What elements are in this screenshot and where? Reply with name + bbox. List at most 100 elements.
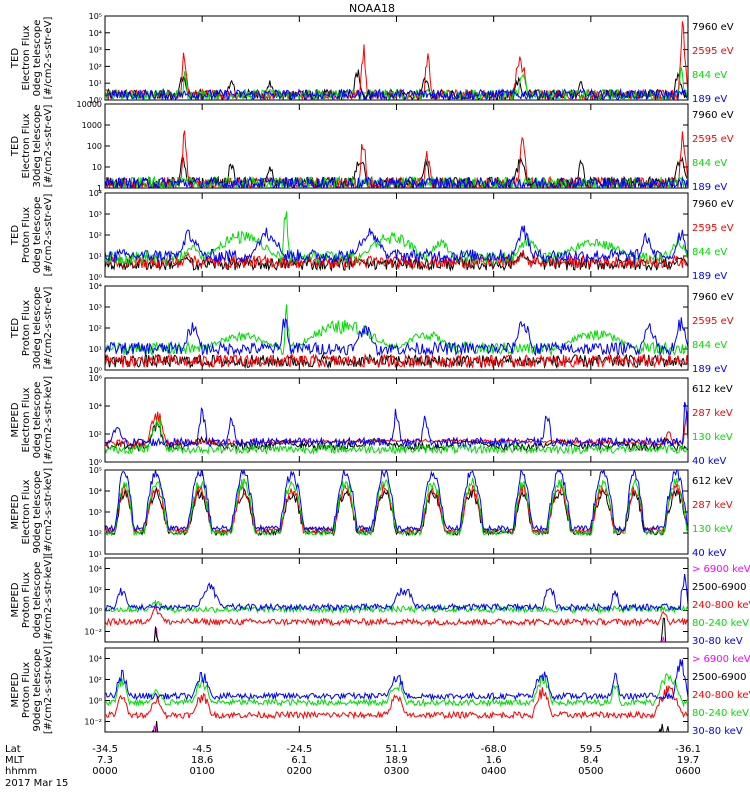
legend-entry: 7960 eV — [692, 292, 734, 303]
panel-8: 10⁻² 10⁰ 10² 10⁴ MEPED Proton Flux 90deg teles… — [10, 646, 750, 737]
y-axis-label: MEPED — [10, 582, 21, 617]
y-axis-label: TED — [10, 136, 21, 157]
series-line — [105, 684, 688, 720]
footer-value: 18.6 — [191, 755, 213, 766]
y-tick-label: 10⁰ — [89, 458, 102, 467]
y-tick-label: 10² — [89, 586, 102, 595]
legend-entry: 7960 eV — [692, 22, 734, 33]
y-axis-label: 30deg telescope — [32, 104, 43, 187]
y-tick-label: 10⁻² — [84, 628, 102, 637]
y-axis-label: TED — [10, 48, 21, 69]
panel-6: 10¹ 10² 10³ 10⁴ 10⁵ MEPED Electron Flux 90deg t… — [10, 466, 733, 559]
footer-row-label: Lat — [5, 744, 21, 755]
series-line — [105, 225, 688, 264]
legend-entry: 240-800 keV — [692, 690, 750, 701]
y-axis-label: Electron Flux — [21, 25, 32, 90]
y-tick-label: 10⁰ — [89, 273, 102, 282]
y-axis-label: [#/cm2-s-str-eV] — [43, 287, 54, 370]
series-line — [105, 420, 688, 453]
plot-area — [105, 21, 688, 100]
footer-date: 2017 Mar 15 — [5, 778, 68, 789]
y-axis-label: [#/cm2-s-str-eV] — [43, 105, 54, 188]
series-line — [105, 417, 688, 456]
legend-entry: 612 keV — [692, 476, 733, 487]
footer-value: 6.1 — [291, 755, 307, 766]
panel-2: 1 10 100 1000 10000 TED Electron Flux 30deg tel… — [10, 100, 734, 193]
legend-entry: 844 eV — [692, 158, 727, 169]
y-tick-label: 10¹ — [89, 550, 102, 559]
y-tick-label: 10⁴ — [89, 189, 102, 198]
y-axis-label: TED — [10, 318, 21, 339]
y-tick-label: 10⁰ — [89, 96, 102, 105]
series-line — [105, 175, 688, 188]
y-tick-label: 10⁴ — [89, 282, 102, 291]
series-line — [105, 477, 688, 537]
y-tick-label: 10³ — [89, 303, 102, 312]
legend-entry: 189 eV — [692, 271, 727, 282]
y-axis-label: Proton Flux — [21, 207, 32, 263]
y-tick-label: 10² — [89, 62, 102, 71]
legend-entry: 30-80 keV — [692, 726, 743, 737]
y-tick-label: 10⁻² — [84, 718, 102, 727]
y-tick-label: 10⁴ — [89, 487, 102, 496]
legend-entry: 130 keV — [692, 524, 733, 535]
y-tick-label: 10⁰ — [89, 607, 102, 616]
legend-entry: 7960 eV — [692, 199, 734, 210]
footer-value: 0200 — [287, 766, 312, 777]
series-line — [105, 659, 688, 702]
y-tick-label: 10² — [89, 529, 102, 538]
footer-value: 0000 — [92, 766, 117, 777]
y-tick-label: 10000 — [77, 100, 102, 109]
plot-area — [105, 659, 688, 732]
footer-value: 19.7 — [677, 755, 699, 766]
y-axis-label: MEPED — [10, 672, 21, 707]
y-axis-label: Electron Flux — [21, 387, 32, 452]
footer-value: -24.5 — [286, 744, 312, 755]
y-axis-label: Proton Flux — [21, 300, 32, 356]
y-tick-label: 10¹ — [89, 345, 102, 354]
plot-area — [105, 573, 688, 642]
y-tick-label: 10² — [89, 231, 102, 240]
series-line — [105, 606, 688, 627]
plot-area — [105, 211, 688, 272]
y-axis-label: [#/cm2-s-str-eV] — [43, 194, 54, 277]
footer-row-label: hhmm — [5, 766, 37, 777]
plot-area — [105, 470, 688, 537]
series-line — [105, 87, 688, 100]
series-line — [105, 317, 688, 357]
y-axis-label: MEPED — [10, 402, 21, 437]
footer-value: 18.9 — [385, 755, 407, 766]
y-axis-label: 90deg telescope — [32, 470, 43, 553]
y-tick-label: 10⁶ — [89, 374, 102, 383]
y-axis-label: MEPED — [10, 494, 21, 529]
y-axis-label: 0deg telescope — [32, 20, 43, 97]
footer-value: 0100 — [189, 766, 214, 777]
y-tick-label: 10³ — [89, 508, 102, 517]
footer-value: 1.6 — [486, 755, 502, 766]
y-tick-label: 10⁰ — [89, 366, 102, 375]
legend-entry: 844 eV — [692, 247, 727, 258]
series-line — [105, 573, 688, 612]
y-tick-label: 10⁴ — [89, 655, 102, 664]
legend-entry: 2595 eV — [692, 134, 734, 145]
series-line — [105, 353, 688, 369]
y-axis-label: 0deg telescope — [32, 562, 43, 639]
footer-value: 0300 — [384, 766, 409, 777]
y-axis-label: Electron Flux — [21, 479, 32, 544]
panel-4: 10⁰ 10¹ 10² 10³ 10⁴ TED Proton Flux 30deg teles… — [10, 282, 734, 375]
y-axis-label: Proton Flux — [21, 572, 32, 628]
footer-value: -36.1 — [675, 744, 701, 755]
footer-value: -4.5 — [192, 744, 212, 755]
footer-value: -68.0 — [481, 744, 507, 755]
footer-value: -34.5 — [92, 744, 118, 755]
y-tick-label: 10 — [92, 163, 102, 172]
legend-entry: 40 keV — [692, 548, 726, 559]
y-axis-label: [#/cm2-s-str-keV] — [43, 468, 54, 556]
legend-entry: 130 keV — [692, 432, 733, 443]
series-line — [105, 67, 688, 100]
legend-entry: 7960 eV — [692, 110, 734, 121]
legend-entry: 189 eV — [692, 182, 727, 193]
